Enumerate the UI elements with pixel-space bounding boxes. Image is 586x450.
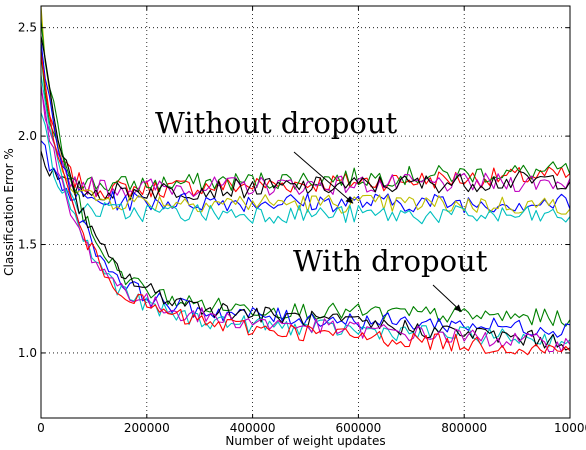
series-line xyxy=(40,5,571,215)
series-line xyxy=(40,40,571,338)
annotation-without-dropout: Without dropout xyxy=(155,106,397,140)
y-axis-label: Classification Error % xyxy=(2,148,16,276)
y-tick-label: 2.5 xyxy=(18,21,37,35)
series-line xyxy=(40,19,571,327)
x-tick-label: 200000 xyxy=(124,421,170,435)
y-tick-label: 2.0 xyxy=(18,129,37,143)
annotation-with-dropout: With dropout xyxy=(293,244,488,278)
y-tick-label: 1.5 xyxy=(18,238,37,252)
series-line xyxy=(40,87,571,353)
arrowhead-with-dropout xyxy=(454,304,462,312)
series-line xyxy=(40,35,571,351)
arrowhead-without-dropout xyxy=(345,196,354,204)
series-line xyxy=(40,52,571,193)
x-tick-label: 0 xyxy=(37,421,45,435)
series-line xyxy=(40,53,571,356)
arrow-without-dropout xyxy=(293,151,354,204)
y-tick-label: 1.0 xyxy=(18,346,37,360)
x-tick-label: 400000 xyxy=(230,421,276,435)
series-line xyxy=(40,140,571,214)
x-tick-label: 1000000 xyxy=(554,421,586,435)
series-line xyxy=(40,112,571,225)
x-tick-label: 800000 xyxy=(441,421,487,435)
axis-ticks: 0 200000 400000 600000 800000 1000000 1.0 1.5 2.… xyxy=(18,6,586,435)
gridlines xyxy=(41,6,570,418)
x-tick-label: 600000 xyxy=(335,421,381,435)
series-layer xyxy=(40,5,571,356)
x-axis-label: Number of weight updates xyxy=(225,434,385,448)
series-line xyxy=(40,150,571,201)
plot-frame xyxy=(40,5,571,419)
